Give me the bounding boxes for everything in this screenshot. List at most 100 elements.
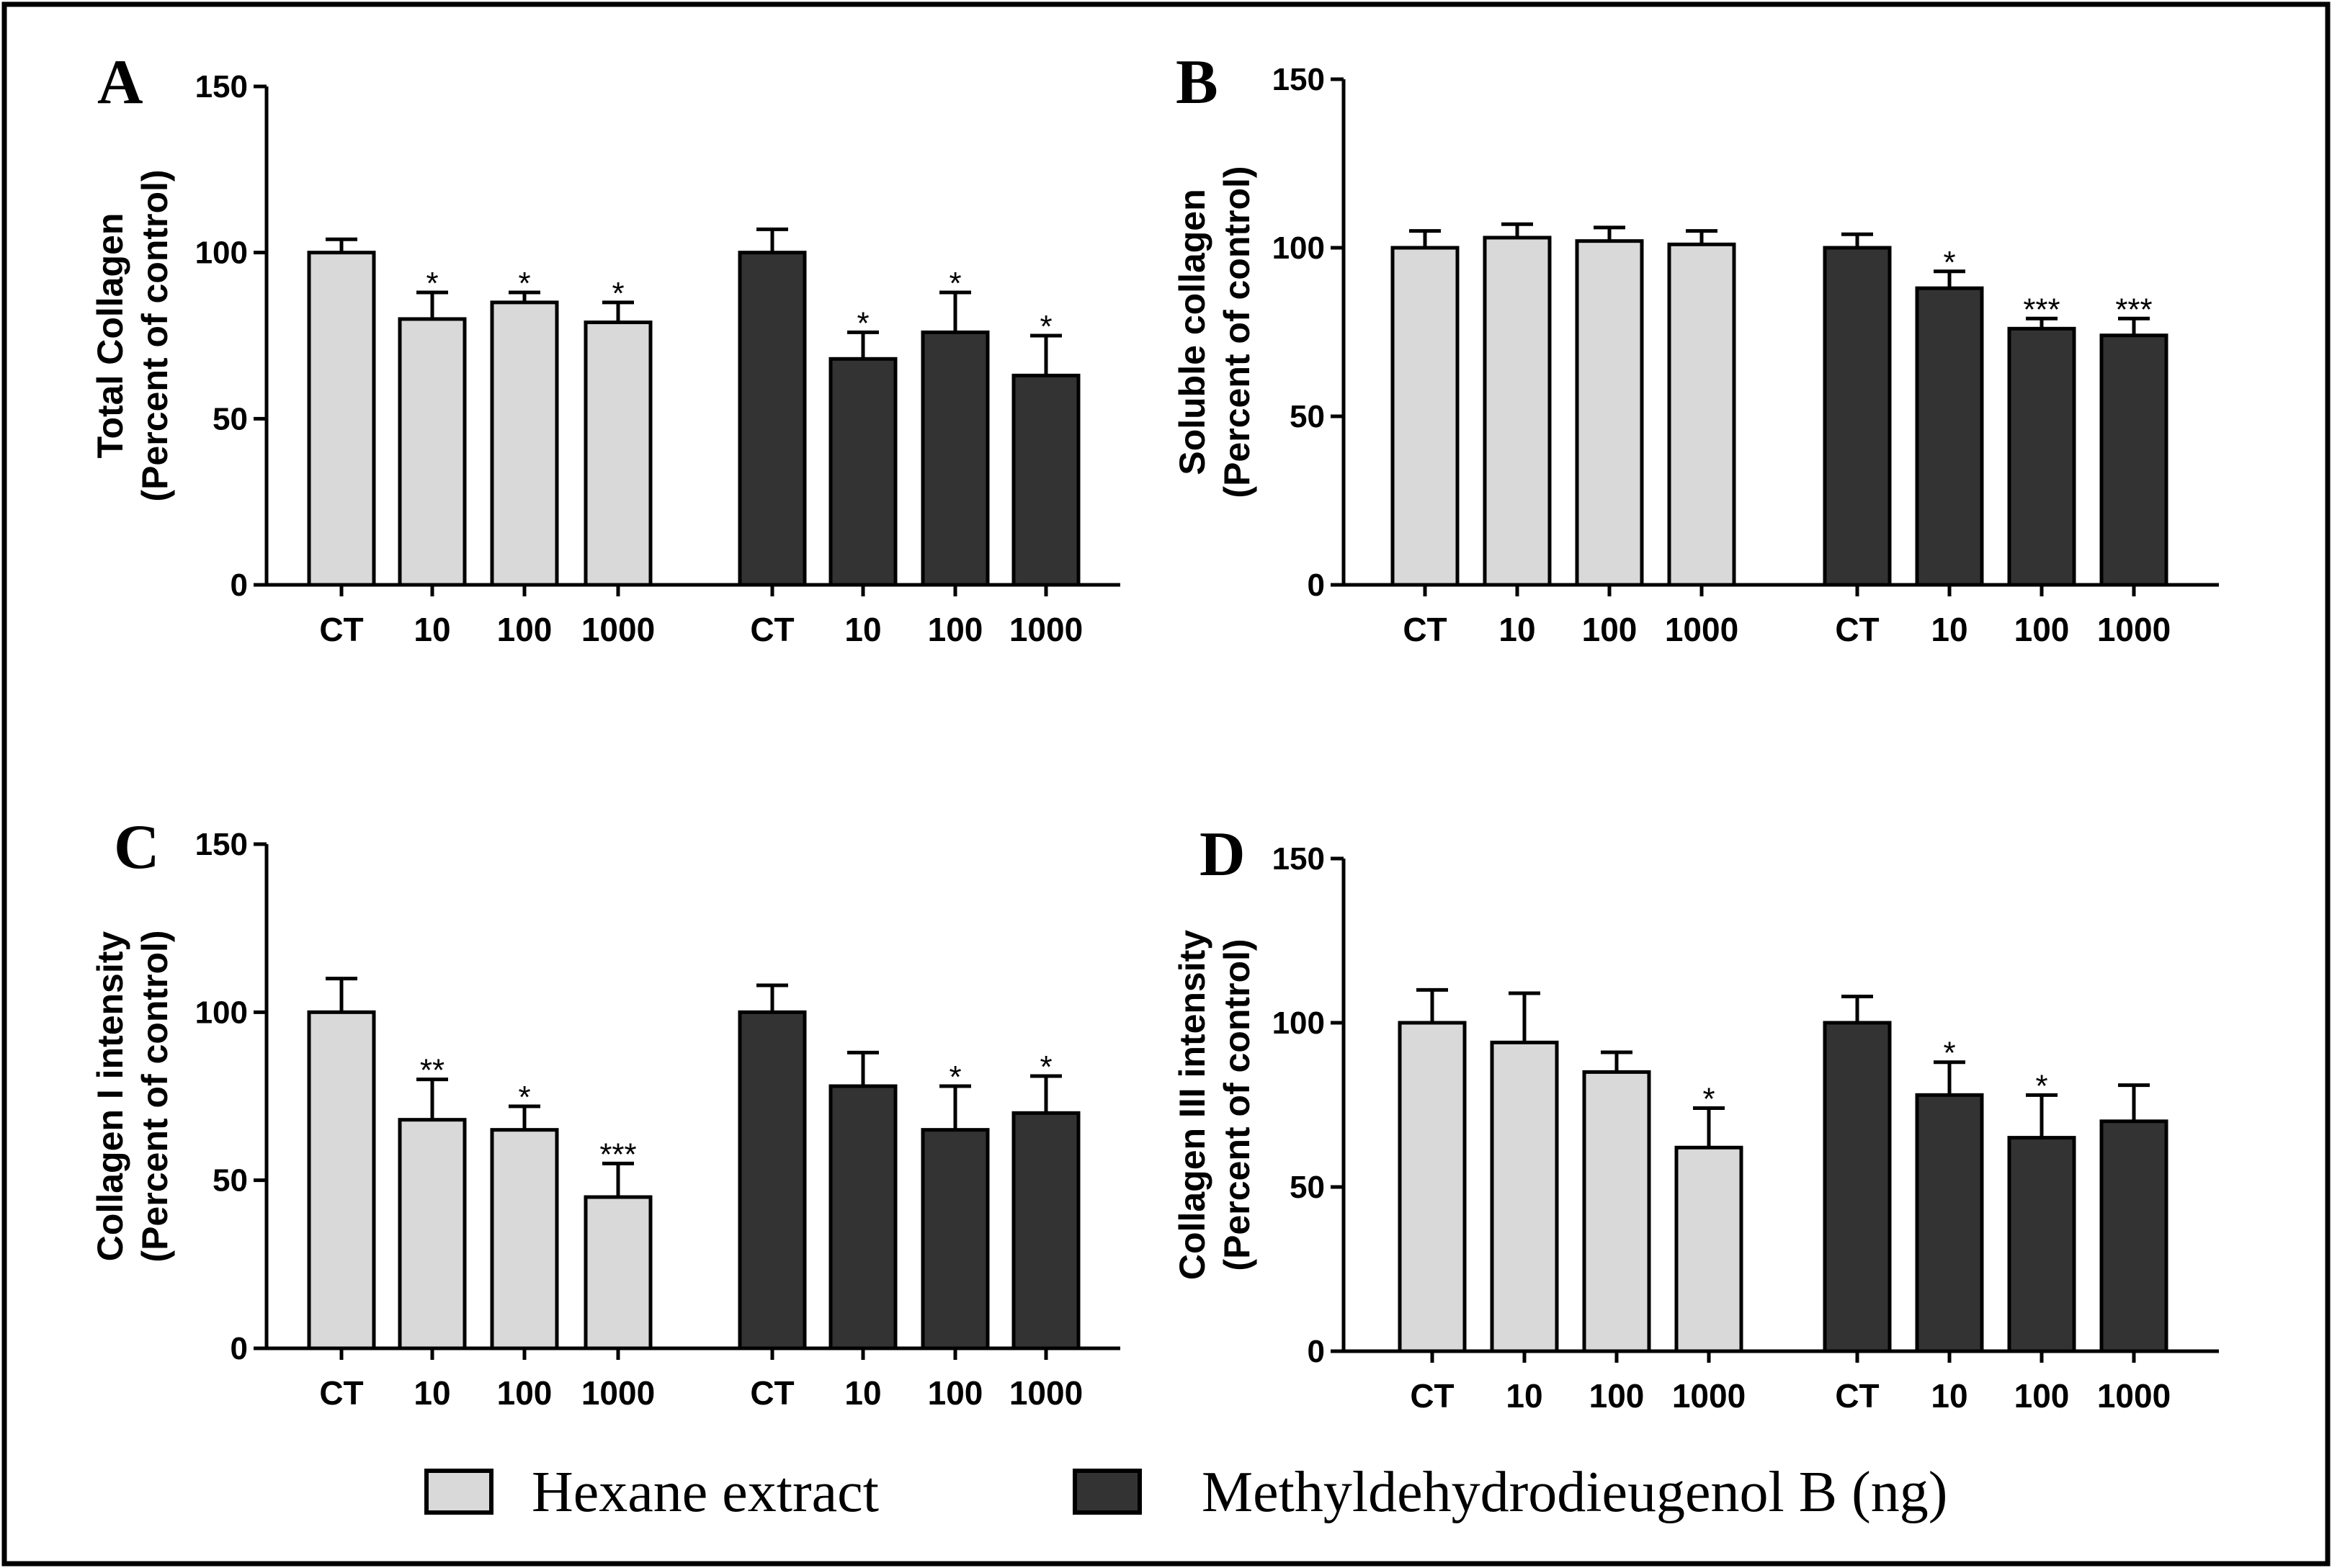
bar (1915, 286, 1984, 587)
bar (738, 1010, 807, 1350)
bar (1390, 246, 1460, 587)
y-tick-label: 150 (1272, 841, 1325, 877)
significance-marker: * (612, 276, 624, 311)
bar (1823, 1021, 1892, 1353)
y-axis-title: Collagen III intensity (Percent of contro… (1172, 930, 1257, 1280)
bar (1011, 373, 1081, 587)
panel-letter: D (1199, 820, 1246, 890)
bar (584, 1195, 653, 1350)
significance-marker: * (1943, 1036, 1955, 1071)
y-tick-label: 50 (1290, 1170, 1325, 1205)
x-tick-label: 100 (1589, 1377, 1645, 1415)
legend-swatch-mdb (1073, 1469, 1142, 1515)
bar (828, 357, 898, 587)
y-tick-label: 0 (1308, 568, 1325, 603)
x-tick-label: 1000 (581, 1374, 655, 1412)
bar (2099, 1119, 2168, 1353)
x-tick-label: 10 (414, 611, 450, 648)
y-axis-title: Total Collagen (Percent of control) (90, 169, 175, 501)
legend-swatch-hexane (424, 1469, 493, 1515)
x-tick-label: 1000 (2097, 1377, 2171, 1415)
panel-letter: C (114, 812, 160, 882)
x-tick-label: 1000 (1009, 611, 1083, 648)
bar (1011, 1111, 1081, 1350)
x-tick-label: CT (319, 611, 363, 648)
y-axis-title: Collagen I intensity (Percent of control) (90, 930, 175, 1262)
significance-marker: * (949, 266, 961, 301)
bar (490, 1128, 559, 1350)
significance-marker: * (1040, 309, 1052, 344)
bar (1490, 1040, 1559, 1353)
y-tick-label: 150 (1272, 62, 1325, 97)
y-tick-label: 150 (195, 69, 248, 104)
panel-b: CT 10 100 1000 CT * 10 *** 100 *** 1000 0 50 100 150 So… (1172, 48, 2219, 648)
x-tick-label: 1000 (1665, 611, 1738, 648)
significance-marker: * (857, 305, 869, 341)
x-tick-label: CT (1835, 1377, 1879, 1415)
x-tick-label: 10 (1498, 611, 1535, 648)
x-tick-label: 10 (1931, 1377, 1967, 1415)
bar (921, 1128, 990, 1350)
x-tick-label: CT (750, 1374, 794, 1412)
bar (2007, 326, 2076, 587)
significance-marker: * (518, 1080, 530, 1115)
y-tick-label: 100 (195, 995, 248, 1030)
x-tick-label: 100 (497, 1374, 553, 1412)
y-axis-title-line1: Soluble collagen (1172, 189, 1212, 475)
y-tick-label: 50 (213, 1163, 248, 1199)
panel-a: CT * 10 * 100 * 1000 CT * 10 * 100 * 1000 0 50 100 150 Tot… (90, 48, 1120, 648)
x-tick-label: 1000 (1672, 1377, 1746, 1415)
y-tick-label: 100 (1272, 230, 1325, 266)
y-tick-label: 50 (213, 401, 248, 436)
panel-c: CT ** 10 * 100 *** 1000 CT 10 * 100 * 1000 0 50 100 150 C… (90, 812, 1120, 1412)
panel-letter: A (97, 48, 143, 117)
significance-marker: *** (599, 1137, 636, 1172)
x-tick-label: 100 (1582, 611, 1638, 648)
bar (307, 1010, 376, 1350)
x-tick-label: 10 (414, 1374, 450, 1412)
bar (738, 251, 807, 587)
bar (1915, 1093, 1984, 1353)
x-tick-label: CT (319, 1374, 363, 1412)
bar (1582, 1070, 1651, 1353)
bar (584, 321, 653, 587)
significance-marker: * (1040, 1049, 1052, 1085)
y-tick-label: 50 (1290, 399, 1325, 434)
bar (307, 251, 376, 587)
x-tick-label: 10 (844, 611, 881, 648)
x-tick-label: 10 (1931, 611, 1967, 648)
y-tick-label: 0 (231, 1331, 248, 1366)
bar (921, 330, 990, 587)
significance-marker: * (518, 266, 530, 301)
x-tick-label: CT (750, 611, 794, 648)
y-axis-title-line2: (Percent of control) (1217, 938, 1257, 1271)
panel-d: CT 10 100 * 1000 CT * 10 * 100 1000 0 50 100 150 Collag… (1172, 820, 2219, 1415)
bar (1667, 242, 1736, 587)
bar (1575, 239, 1644, 587)
y-axis-title-line2: (Percent of control) (1217, 166, 1257, 498)
legend: Hexane extract Methyldehydrodieugenol B … (424, 1461, 1947, 1524)
legend-label-mdb: Methyldehydrodieugenol B (ng) (1202, 1461, 1947, 1524)
x-tick-label: 1000 (2097, 611, 2171, 648)
x-tick-label: 100 (2014, 1377, 2070, 1415)
y-axis-title-line1: Collagen III intensity (1172, 930, 1212, 1280)
y-axis-title-line1: Collagen I intensity (90, 931, 130, 1262)
bar (1674, 1145, 1743, 1353)
y-tick-label: 150 (195, 827, 248, 862)
x-tick-label: 100 (928, 611, 983, 648)
y-tick-label: 100 (195, 236, 248, 271)
y-axis-title-line2: (Percent of control) (135, 930, 175, 1262)
bar (490, 300, 559, 587)
significance-marker: *** (2115, 292, 2152, 327)
bar (1483, 236, 1552, 587)
bar (828, 1084, 898, 1350)
significance-marker: * (1702, 1082, 1715, 1117)
y-axis-title-line1: Total Collagen (90, 213, 130, 459)
bar (2007, 1136, 2076, 1353)
significance-marker: * (1943, 245, 1955, 280)
significance-marker: * (2035, 1068, 2047, 1103)
bar (1398, 1021, 1467, 1353)
x-tick-label: CT (1410, 1377, 1454, 1415)
